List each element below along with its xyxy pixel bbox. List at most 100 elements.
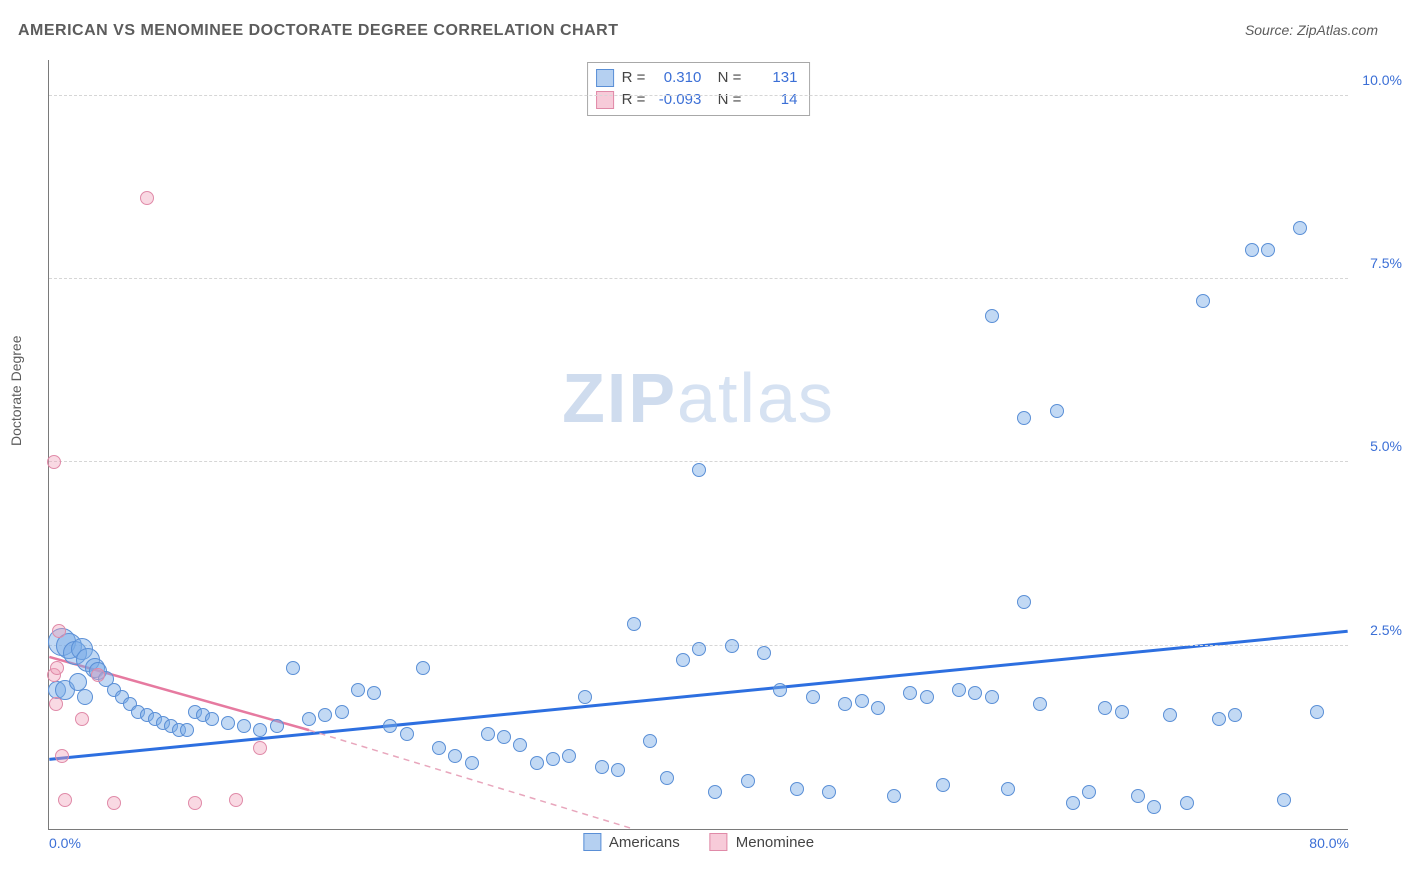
chart-title: AMERICAN VS MENOMINEE DOCTORATE DEGREE C…: [18, 22, 618, 40]
data-point: [985, 309, 999, 323]
data-point: [708, 785, 722, 799]
data-point: [335, 705, 349, 719]
data-point: [52, 624, 66, 638]
data-point: [578, 690, 592, 704]
data-point: [968, 686, 982, 700]
data-point: [1196, 294, 1210, 308]
data-point: [692, 642, 706, 656]
data-point: [660, 771, 674, 785]
data-point: [107, 796, 121, 810]
data-point: [448, 749, 462, 763]
swatch-blue: [583, 833, 601, 851]
stats-row-americans: R =0.310 N =131: [596, 67, 798, 89]
data-point: [432, 741, 446, 755]
legend-item-menominee: Menominee: [710, 833, 814, 851]
data-point: [383, 719, 397, 733]
data-point: [318, 708, 332, 722]
data-point: [936, 778, 950, 792]
data-point: [1147, 800, 1161, 814]
data-point: [367, 686, 381, 700]
data-point: [55, 749, 69, 763]
data-point: [1017, 411, 1031, 425]
data-point: [253, 723, 267, 737]
data-point: [1001, 782, 1015, 796]
data-point: [757, 646, 771, 660]
data-point: [676, 653, 690, 667]
data-point: [1228, 708, 1242, 722]
gridline: [49, 278, 1348, 279]
legend-item-americans: Americans: [583, 833, 680, 851]
data-point: [205, 712, 219, 726]
scatter-plot-area: ZIPatlas R =0.310 N =131 R =-0.093 N =14…: [48, 60, 1348, 830]
data-point: [253, 741, 267, 755]
data-point: [302, 712, 316, 726]
data-point: [221, 716, 235, 730]
data-point: [627, 617, 641, 631]
data-point: [286, 661, 300, 675]
data-point: [1310, 705, 1324, 719]
data-point: [91, 668, 105, 682]
data-point: [1082, 785, 1096, 799]
data-point: [270, 719, 284, 733]
data-point: [530, 756, 544, 770]
y-tick-label: 10.0%: [1362, 72, 1402, 88]
y-tick-label: 7.5%: [1370, 255, 1402, 271]
data-point: [416, 661, 430, 675]
x-tick-label: 0.0%: [49, 835, 81, 851]
data-point: [237, 719, 251, 733]
data-point: [75, 712, 89, 726]
data-point: [49, 697, 63, 711]
data-point: [351, 683, 365, 697]
data-point: [806, 690, 820, 704]
data-point: [1180, 796, 1194, 810]
data-point: [1212, 712, 1226, 726]
data-point: [871, 701, 885, 715]
data-point: [1098, 701, 1112, 715]
data-point: [838, 697, 852, 711]
data-point: [497, 730, 511, 744]
data-point: [1017, 595, 1031, 609]
data-point: [1261, 243, 1275, 257]
data-point: [50, 661, 64, 675]
data-point: [1066, 796, 1080, 810]
data-point: [725, 639, 739, 653]
data-point: [1293, 221, 1307, 235]
data-point: [47, 455, 61, 469]
swatch-pink: [710, 833, 728, 851]
data-point: [180, 723, 194, 737]
data-point: [903, 686, 917, 700]
data-point: [595, 760, 609, 774]
gridline: [49, 95, 1348, 96]
y-tick-label: 2.5%: [1370, 622, 1402, 638]
legend-bottom: Americans Menominee: [583, 827, 814, 851]
data-point: [741, 774, 755, 788]
data-point: [611, 763, 625, 777]
data-point: [773, 683, 787, 697]
data-point: [513, 738, 527, 752]
data-point: [1115, 705, 1129, 719]
data-point: [692, 463, 706, 477]
data-point: [1050, 404, 1064, 418]
data-point: [920, 690, 934, 704]
data-point: [1163, 708, 1177, 722]
y-tick-label: 5.0%: [1370, 438, 1402, 454]
data-point: [643, 734, 657, 748]
trend-line: [309, 730, 634, 829]
data-point: [140, 191, 154, 205]
y-axis-label: Doctorate Degree: [8, 335, 24, 446]
data-point: [562, 749, 576, 763]
data-point: [822, 785, 836, 799]
data-point: [855, 694, 869, 708]
data-point: [1131, 789, 1145, 803]
swatch-blue: [596, 69, 614, 87]
data-point: [546, 752, 560, 766]
data-point: [790, 782, 804, 796]
data-point: [1033, 697, 1047, 711]
data-point: [887, 789, 901, 803]
trend-lines: [49, 60, 1348, 829]
data-point: [400, 727, 414, 741]
source-attribution: Source: ZipAtlas.com: [1245, 22, 1378, 38]
correlation-stats-box: R =0.310 N =131 R =-0.093 N =14: [587, 62, 811, 116]
data-point: [188, 796, 202, 810]
data-point: [1277, 793, 1291, 807]
